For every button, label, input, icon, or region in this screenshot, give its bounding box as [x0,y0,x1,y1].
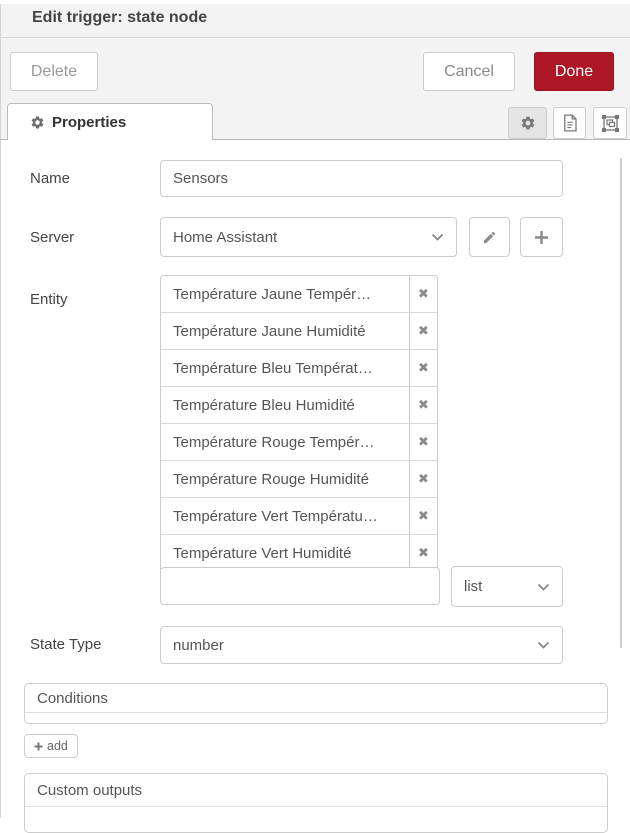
plus-icon [34,742,43,751]
dialog-title: Edit trigger: state node [32,9,208,26]
properties-tab-button[interactable] [508,107,547,139]
state-type-value: number [173,636,224,654]
server-label: Server [30,229,75,246]
entity-item-label: Température Vert Températu… [173,507,378,525]
add-server-button[interactable] [520,217,563,257]
gear-icon [30,115,45,130]
state-type-select[interactable]: number [160,626,563,664]
entity-list-item: Température Rouge Humidité ✖ [161,461,437,498]
entity-item-label: Température Rouge Humidité [173,470,369,488]
remove-entity-icon[interactable]: ✖ [409,350,437,386]
entity-item-label: Température Bleu Températ… [173,359,373,377]
entity-mode-value: list [464,578,483,595]
document-icon [562,114,578,132]
vertical-scrollbar[interactable] [620,158,622,648]
done-button[interactable]: Done [534,52,614,91]
entity-item-label: Température Jaune Tempér… [173,285,372,303]
remove-entity-icon[interactable]: ✖ [409,387,437,423]
entity-list-item: Température Vert Humidité ✖ [161,535,437,571]
entity-list-item: Température Bleu Températ… ✖ [161,350,437,387]
remove-entity-icon[interactable]: ✖ [409,535,437,571]
custom-outputs-panel-header: Custom outputs [25,774,607,807]
dialog-left-border [0,4,1,818]
entity-list-item: Température Vert Températu… ✖ [161,498,437,535]
chevron-down-icon [431,233,444,241]
entity-item-label: Température Vert Humidité [173,544,352,562]
remove-entity-icon[interactable]: ✖ [409,461,437,497]
entity-list-item: Température Rouge Tempér… ✖ [161,424,437,461]
entity-item-label: Température Rouge Tempér… [173,433,375,451]
remove-entity-icon[interactable]: ✖ [409,498,437,534]
chevron-down-icon [537,641,550,649]
conditions-panel: Conditions [24,683,608,724]
remove-entity-icon[interactable]: ✖ [409,276,437,312]
state-type-label: State Type [30,636,102,653]
chevron-down-icon [537,583,550,591]
tab-properties-label: Properties [52,113,127,131]
appearance-tab-button[interactable] [593,107,627,139]
pencil-icon [482,230,497,245]
custom-outputs-panel: Custom outputs [24,773,608,833]
gear-icon [520,115,536,131]
add-condition-label: add [47,739,68,753]
tab-properties[interactable]: Properties [7,103,213,140]
entity-item-label: Température Jaune Humidité [173,322,366,340]
entity-add-input[interactable] [160,567,440,605]
description-tab-button[interactable] [553,107,586,139]
name-label: Name [30,170,71,187]
entity-mode-select[interactable]: list [451,566,563,607]
server-select[interactable]: Home Assistant [160,217,457,257]
edit-server-button[interactable] [469,217,510,257]
remove-entity-icon[interactable]: ✖ [409,424,437,460]
entity-item-label: Température Bleu Humidité [173,396,355,414]
conditions-panel-header: Conditions [25,684,607,713]
entity-list-item: Température Bleu Humidité ✖ [161,387,437,424]
cancel-button[interactable]: Cancel [423,52,515,91]
object-group-icon [601,114,619,132]
entity-label: Entity [30,291,68,308]
name-input[interactable] [160,160,563,197]
tabbar-divider [0,139,630,140]
plus-icon [534,230,549,245]
entity-list-item: Température Jaune Tempér… ✖ [161,276,437,313]
entity-list-item: Température Jaune Humidité ✖ [161,313,437,350]
title-divider [0,37,630,38]
add-condition-button[interactable]: add [24,734,78,758]
remove-entity-icon[interactable]: ✖ [409,313,437,349]
entity-list: Température Jaune Tempér… ✖ Température Ja… [160,275,438,572]
delete-button[interactable]: Delete [10,52,98,91]
server-select-value: Home Assistant [173,228,278,246]
